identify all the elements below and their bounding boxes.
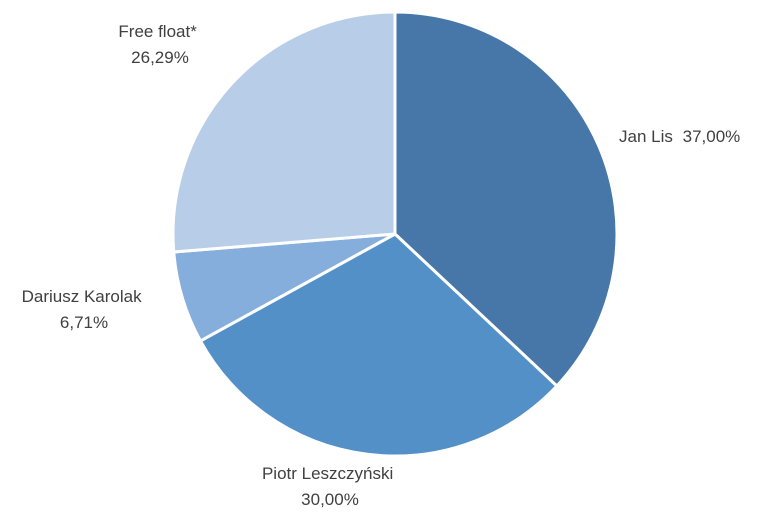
slice-label-jan-lis-name: Jan Lis — [619, 127, 673, 146]
slice-label-jan-lis: Jan Lis 37,00% — [619, 127, 740, 146]
pie-slice-free-float — [171, 10, 397, 254]
pie-slices — [171, 10, 619, 458]
slice-label-free-float-name: Free float* — [118, 22, 197, 41]
pie-slice-jan-lis — [393, 10, 619, 388]
slice-label-dariusz-karolak-value: 6,71% — [60, 313, 108, 332]
slice-label-dariusz-karolak: Dariusz Karolak 6,71% — [22, 287, 147, 332]
slice-label-free-float: Free float* 26,29% — [118, 22, 201, 67]
slice-label-piotr-leszczynski-value: 30,00% — [301, 490, 359, 509]
slice-label-free-float-value: 26,29% — [131, 48, 189, 67]
slice-label-dariusz-karolak-name: Dariusz Karolak — [22, 287, 142, 306]
slice-label-jan-lis-value: 37,00% — [683, 127, 741, 146]
pie-slice-piotr-leszczy-ski — [198, 232, 559, 458]
slice-label-piotr-leszczynski: Piotr Leszczyński 30,00% — [262, 464, 398, 509]
slice-label-piotr-leszczynski-name: Piotr Leszczyński — [262, 464, 393, 483]
